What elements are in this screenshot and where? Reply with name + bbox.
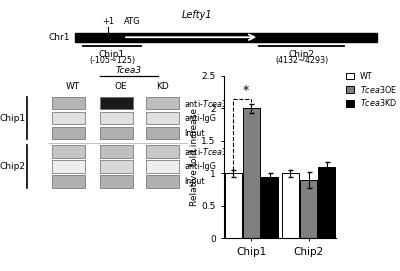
- Text: anti-IgG: anti-IgG: [184, 114, 216, 123]
- Text: Chip1: Chip1: [0, 114, 26, 123]
- Bar: [52, 145, 85, 158]
- Text: (-105~125): (-105~125): [89, 56, 135, 65]
- Text: Chr1: Chr1: [48, 33, 70, 42]
- Text: Chip1: Chip1: [99, 50, 125, 59]
- Bar: [100, 175, 133, 188]
- Text: Chip2: Chip2: [0, 162, 26, 171]
- Bar: [100, 145, 133, 158]
- Text: anti-IgG: anti-IgG: [184, 162, 216, 171]
- Text: Input: Input: [184, 177, 204, 186]
- Bar: [100, 160, 133, 173]
- Bar: [75, 33, 377, 42]
- Bar: [100, 112, 133, 124]
- Bar: [225, 173, 242, 238]
- Bar: [318, 167, 335, 238]
- Bar: [52, 160, 85, 173]
- Text: Input: Input: [184, 129, 204, 138]
- Bar: [52, 175, 85, 188]
- Bar: [100, 97, 133, 109]
- Text: WT: WT: [66, 82, 80, 91]
- Bar: [146, 160, 179, 173]
- Text: (4132~4293): (4132~4293): [275, 56, 328, 65]
- Y-axis label: Relative fold increase: Relative fold increase: [190, 108, 198, 206]
- Text: Lefty1: Lefty1: [181, 10, 212, 20]
- Text: KD: KD: [156, 82, 169, 91]
- Text: Chip2: Chip2: [288, 50, 314, 59]
- Bar: [52, 97, 85, 109]
- Bar: [52, 127, 85, 140]
- Text: +1: +1: [102, 17, 114, 26]
- Bar: [100, 127, 133, 140]
- Bar: [146, 97, 179, 109]
- Bar: [261, 177, 278, 238]
- Text: OE: OE: [114, 82, 127, 91]
- Text: *: *: [242, 84, 248, 97]
- Text: anti-$\it{Tcea3}$: anti-$\it{Tcea3}$: [184, 146, 228, 157]
- Bar: [146, 112, 179, 124]
- Bar: [146, 145, 179, 158]
- Legend: WT, $\it{Tcea3}$OE, $\it{Tcea3}$KD: WT, $\it{Tcea3}$OE, $\it{Tcea3}$KD: [346, 72, 397, 108]
- Bar: [146, 175, 179, 188]
- Text: Tcea3: Tcea3: [116, 66, 142, 75]
- Text: anti-$\it{Tcea3}$: anti-$\it{Tcea3}$: [184, 98, 228, 109]
- Bar: [282, 173, 299, 238]
- Text: ATG: ATG: [124, 17, 140, 26]
- Bar: [300, 180, 317, 238]
- Bar: [52, 112, 85, 124]
- Bar: [243, 108, 260, 238]
- Bar: [146, 127, 179, 140]
